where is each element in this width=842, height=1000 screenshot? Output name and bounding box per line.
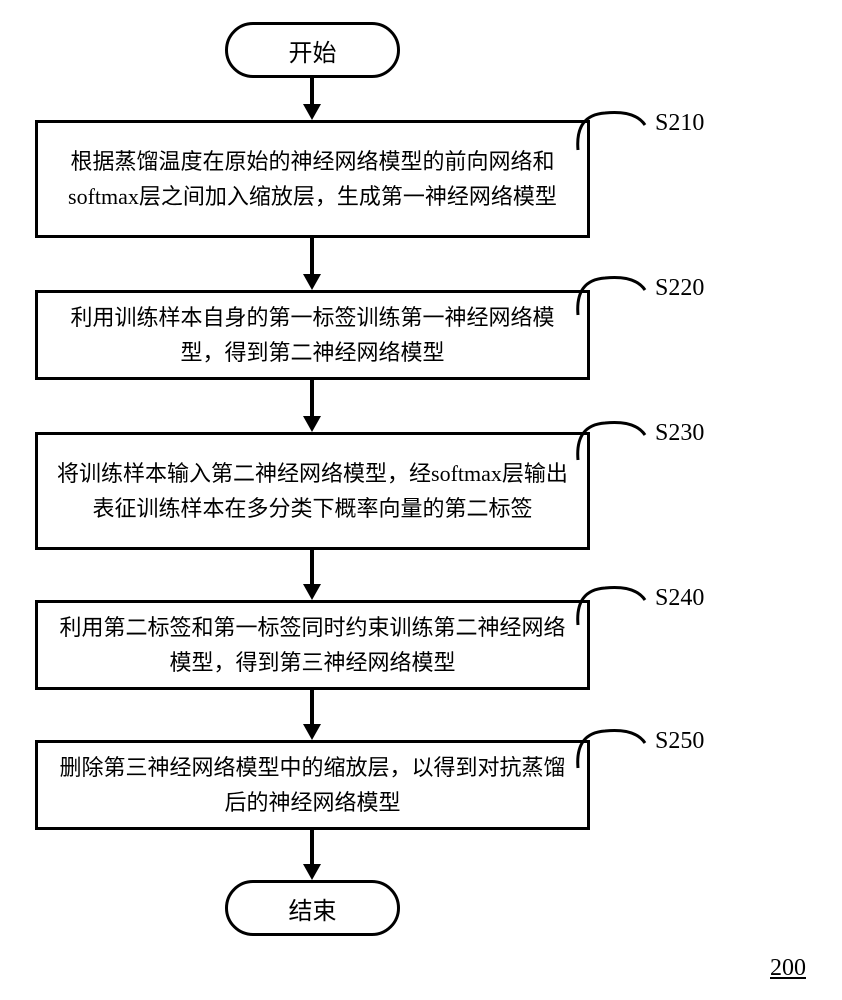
process-text: 利用第二标签和第一标签同时约束训练第二神经网络模型，得到第三神经网络模型 (53, 610, 572, 680)
step-label-s210: S210 (655, 110, 704, 137)
arrow-line (310, 78, 314, 106)
arrow-head (303, 724, 321, 740)
arrow-line (310, 550, 314, 586)
step-label-s230: S230 (655, 420, 704, 447)
end-terminal: 结束 (225, 880, 400, 936)
connector-curve (570, 580, 655, 630)
arrow-head (303, 416, 321, 432)
connector-curve (570, 105, 655, 155)
arrow-head (303, 104, 321, 120)
flowchart-container: 开始 根据蒸馏温度在原始的神经网络模型的前向网络和softmax层之间加入缩放层… (0, 0, 842, 1000)
arrow-line (310, 380, 314, 418)
connector-curve (570, 723, 655, 773)
process-text: 利用训练样本自身的第一标签训练第一神经网络模型，得到第二神经网络模型 (53, 300, 572, 370)
arrow-head (303, 274, 321, 290)
arrow-head (303, 864, 321, 880)
end-label: 结束 (289, 891, 337, 926)
arrow-line (310, 830, 314, 866)
step-label-s220: S220 (655, 275, 704, 302)
process-s240: 利用第二标签和第一标签同时约束训练第二神经网络模型，得到第三神经网络模型 (35, 600, 590, 690)
step-label-s250: S250 (655, 728, 704, 755)
process-s230: 将训练样本输入第二神经网络模型，经softmax层输出表征训练样本在多分类下概率… (35, 432, 590, 550)
figure-number: 200 (770, 955, 806, 982)
arrow-line (310, 690, 314, 726)
arrow-line (310, 238, 314, 276)
process-text: 将训练样本输入第二神经网络模型，经softmax层输出表征训练样本在多分类下概率… (53, 456, 572, 526)
connector-curve (570, 270, 655, 320)
start-terminal: 开始 (225, 22, 400, 78)
step-label-s240: S240 (655, 585, 704, 612)
arrow-head (303, 584, 321, 600)
connector-curve (570, 415, 655, 465)
process-text: 根据蒸馏温度在原始的神经网络模型的前向网络和softmax层之间加入缩放层，生成… (53, 144, 572, 214)
process-s250: 删除第三神经网络模型中的缩放层，以得到对抗蒸馏后的神经网络模型 (35, 740, 590, 830)
process-s210: 根据蒸馏温度在原始的神经网络模型的前向网络和softmax层之间加入缩放层，生成… (35, 120, 590, 238)
start-label: 开始 (289, 33, 337, 68)
process-s220: 利用训练样本自身的第一标签训练第一神经网络模型，得到第二神经网络模型 (35, 290, 590, 380)
process-text: 删除第三神经网络模型中的缩放层，以得到对抗蒸馏后的神经网络模型 (53, 750, 572, 820)
